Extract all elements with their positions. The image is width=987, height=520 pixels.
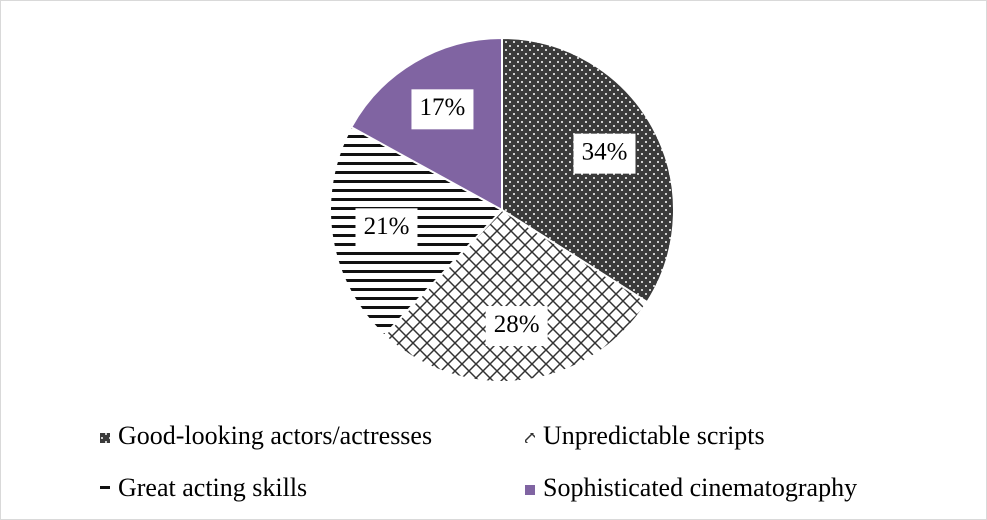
legend-label: Unpredictable scripts xyxy=(543,421,765,450)
legend-label: Sophisticated cinematography xyxy=(543,473,857,502)
data-label: 17% xyxy=(420,94,466,121)
legend-marker xyxy=(525,433,535,443)
data-label-box xyxy=(485,306,548,347)
data-label-box xyxy=(411,89,474,130)
legend-marker xyxy=(100,485,110,495)
pie-slice xyxy=(382,208,649,383)
legend-marker xyxy=(100,433,110,443)
legend-label: Good-looking actors/actresses xyxy=(118,421,432,450)
data-label: 34% xyxy=(582,138,628,165)
data-label-box xyxy=(355,208,418,249)
data-label: 28% xyxy=(494,311,540,338)
data-label: 21% xyxy=(364,213,410,240)
legend-label: Great acting skills xyxy=(118,473,307,502)
data-label-box xyxy=(573,133,636,174)
legend-marker xyxy=(525,485,535,495)
